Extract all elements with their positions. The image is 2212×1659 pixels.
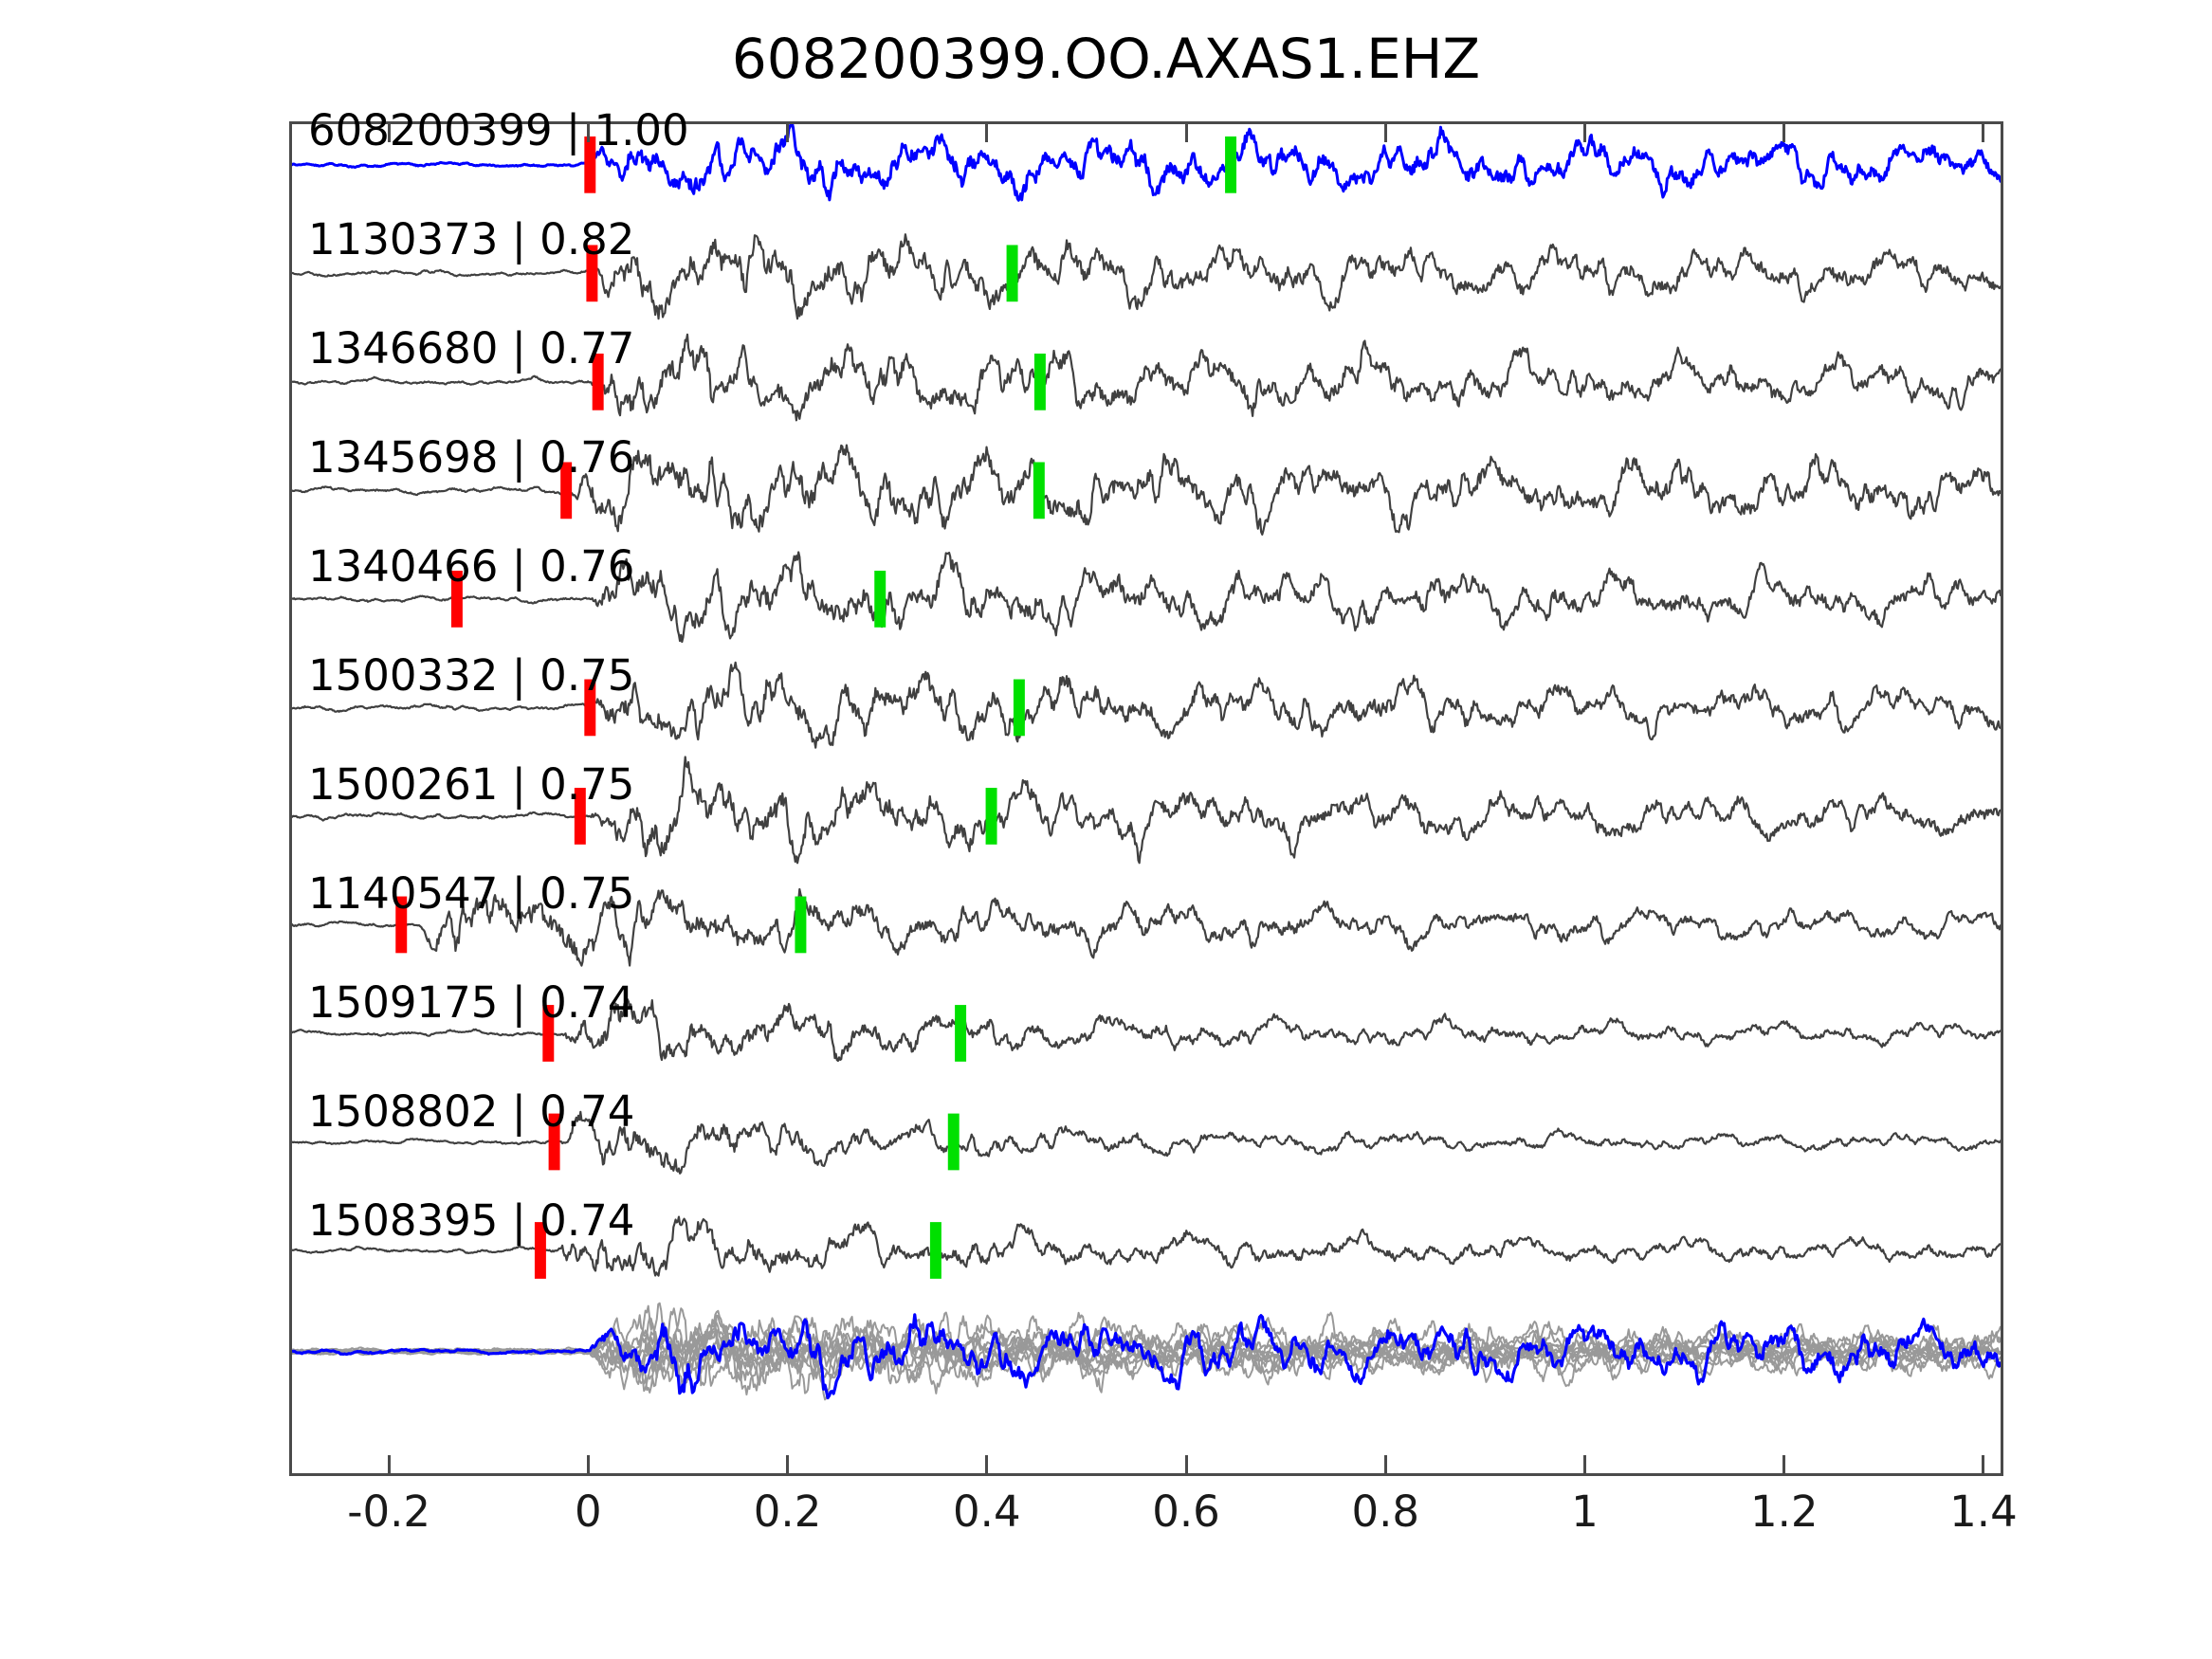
waveform-trace: [292, 124, 2001, 202]
x-tick-mark-top: [985, 121, 989, 142]
stack-panel: [292, 1302, 2001, 1401]
p-pick-marker: [592, 353, 604, 410]
trace-row: [292, 756, 2001, 865]
waveform-trace: [292, 333, 2001, 422]
p-pick-marker: [560, 462, 573, 520]
trace-row: [292, 233, 2001, 320]
x-tick-mark-bottom: [586, 1455, 590, 1476]
page-title: 608200399.OO.AXAS1.EHZ: [731, 27, 1481, 91]
waveform-trace: [292, 887, 2001, 967]
trace-row: [292, 1110, 2001, 1175]
x-tick-mark-bottom: [786, 1455, 790, 1476]
x-tick-mark-bottom: [1982, 1455, 1985, 1476]
s-pick-marker: [1033, 462, 1045, 520]
stack-reference-trace: [292, 1313, 2001, 1400]
p-pick-marker: [584, 136, 596, 193]
x-tick-mark-bottom: [1383, 1455, 1387, 1476]
x-tick-label: 1.2: [1749, 1486, 1819, 1537]
x-tick-mark-top: [1782, 121, 1786, 142]
plot-area: [289, 121, 2003, 1476]
x-tick-label: 0: [575, 1486, 602, 1537]
x-tick-mark-top: [1982, 121, 1985, 142]
trace-row: [292, 551, 2001, 644]
waveform-canvas: [292, 124, 2001, 1401]
s-pick-marker: [955, 1005, 967, 1062]
x-tick-mark-top: [786, 121, 790, 142]
x-tick-label: 0.6: [1152, 1486, 1220, 1537]
waveform-trace: [292, 551, 2001, 644]
p-pick-marker: [395, 896, 408, 954]
p-pick-marker: [450, 571, 463, 628]
x-tick-mark-bottom: [1782, 1455, 1786, 1476]
x-tick-mark-bottom: [387, 1455, 391, 1476]
s-pick-marker: [985, 788, 997, 845]
x-tick-mark-bottom: [1184, 1455, 1188, 1476]
x-tick-mark-top: [1383, 121, 1387, 142]
trace-row: [292, 661, 2001, 749]
x-tick-label: 1.4: [1949, 1486, 2018, 1537]
x-tick-mark-top: [1184, 121, 1188, 142]
trace-row: [292, 1215, 2001, 1279]
trace-row: [292, 333, 2001, 422]
waveform-trace: [292, 1215, 2001, 1277]
p-pick-marker: [548, 1113, 560, 1171]
x-tick-mark-top: [1583, 121, 1586, 142]
s-pick-marker: [874, 571, 887, 628]
x-tick-mark-bottom: [985, 1455, 989, 1476]
s-pick-marker: [1033, 353, 1046, 410]
trace-row: [292, 887, 2001, 967]
waveform-trace: [292, 444, 2001, 536]
p-pick-marker: [534, 1222, 546, 1279]
waveform-trace: [292, 1110, 2001, 1175]
x-tick-label: 0.4: [953, 1486, 1021, 1537]
waveform-trace: [292, 233, 2001, 320]
x-tick-label: 1: [1571, 1486, 1599, 1537]
x-tick-mark-top: [387, 121, 391, 142]
s-pick-marker: [947, 1113, 960, 1171]
x-tick-mark-bottom: [1583, 1455, 1586, 1476]
trace-row: [292, 124, 2001, 202]
waveform-trace: [292, 661, 2001, 749]
s-pick-marker: [795, 896, 807, 954]
s-pick-marker: [1006, 245, 1018, 302]
s-pick-marker: [929, 1222, 941, 1279]
p-pick-marker: [586, 245, 598, 302]
trace-row: [292, 444, 2001, 536]
x-tick-label: 0.8: [1351, 1486, 1420, 1537]
p-pick-marker: [542, 1005, 555, 1062]
waveform-trace: [292, 756, 2001, 865]
waveform-trace: [292, 998, 2001, 1063]
trace-row: [292, 998, 2001, 1063]
x-tick-mark-top: [586, 121, 590, 142]
x-tick-label: -0.2: [347, 1486, 431, 1537]
p-pick-marker: [584, 679, 596, 737]
p-pick-marker: [574, 788, 586, 845]
s-pick-marker: [1013, 679, 1025, 737]
s-pick-marker: [1225, 136, 1237, 193]
x-tick-label: 0.2: [753, 1486, 822, 1537]
